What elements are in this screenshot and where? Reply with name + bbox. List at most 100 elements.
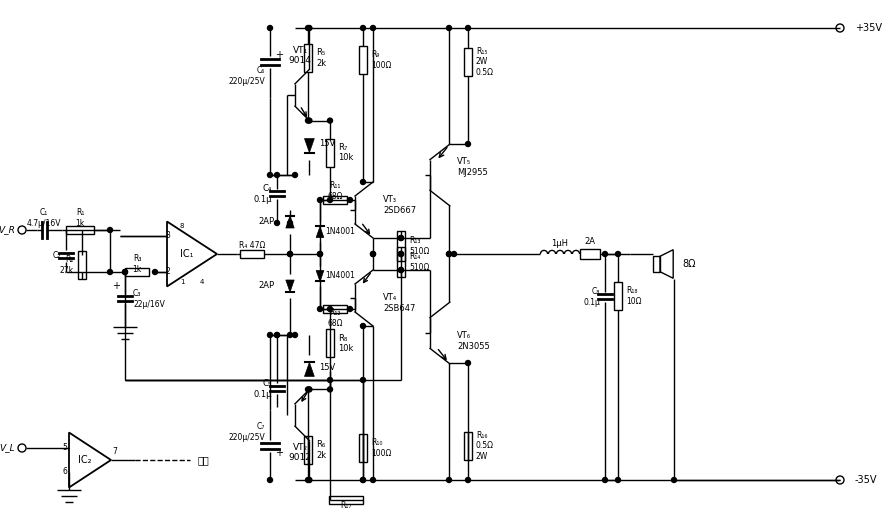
Text: R₄ 47Ω: R₄ 47Ω: [238, 241, 265, 249]
Circle shape: [328, 387, 333, 392]
Circle shape: [307, 118, 312, 123]
Circle shape: [348, 307, 352, 312]
Circle shape: [360, 179, 366, 184]
Circle shape: [398, 236, 404, 241]
Bar: [653, 257, 660, 272]
Circle shape: [307, 387, 312, 392]
Circle shape: [268, 333, 273, 337]
Bar: [397, 231, 405, 261]
Text: R₉
100Ω: R₉ 100Ω: [371, 50, 391, 69]
Circle shape: [398, 267, 404, 272]
Text: +: +: [275, 448, 283, 458]
Circle shape: [602, 251, 608, 257]
Text: VT₅
MJ2955: VT₅ MJ2955: [457, 157, 487, 177]
Text: 2AP: 2AP: [259, 282, 275, 290]
Bar: [580, 249, 600, 259]
Text: 5: 5: [62, 444, 67, 453]
Circle shape: [288, 251, 292, 257]
Text: R₈
10k: R₈ 10k: [338, 334, 353, 353]
Text: R₇
10k: R₇ 10k: [338, 143, 353, 162]
Text: R₆
2k: R₆ 2k: [316, 440, 326, 460]
Text: 同上: 同上: [198, 455, 210, 465]
Text: R₂
27k: R₂ 27k: [60, 256, 74, 275]
Bar: [78, 251, 86, 279]
Circle shape: [288, 221, 292, 225]
Circle shape: [318, 307, 322, 312]
Text: R₁₃
510Ω: R₁₃ 510Ω: [409, 236, 429, 256]
Text: 1N4001: 1N4001: [325, 227, 355, 237]
Bar: [125, 268, 149, 276]
Circle shape: [275, 221, 280, 225]
Circle shape: [398, 236, 404, 241]
Circle shape: [465, 477, 471, 482]
Text: C₆
220μ/25V: C₆ 220μ/25V: [228, 66, 265, 86]
Bar: [304, 44, 312, 72]
Circle shape: [153, 269, 157, 274]
Bar: [464, 48, 472, 76]
Circle shape: [275, 173, 280, 177]
Text: 7: 7: [112, 448, 117, 456]
Circle shape: [288, 251, 292, 257]
Text: C₂: C₂: [53, 251, 61, 261]
Text: C₈
0.1μ: C₈ 0.1μ: [583, 287, 600, 307]
Bar: [323, 196, 347, 204]
Circle shape: [306, 26, 311, 31]
Text: VT₆
2N3055: VT₆ 2N3055: [457, 331, 490, 351]
Text: VT₄
2SB647: VT₄ 2SB647: [383, 293, 415, 313]
Circle shape: [307, 477, 312, 482]
Circle shape: [447, 477, 451, 482]
Text: +: +: [275, 50, 283, 60]
Circle shape: [465, 360, 471, 365]
Circle shape: [318, 251, 322, 257]
Text: VT₂
9012: VT₂ 9012: [289, 443, 312, 462]
Bar: [66, 226, 94, 234]
Circle shape: [108, 269, 112, 274]
Circle shape: [123, 269, 127, 274]
Text: 15V: 15V: [320, 363, 336, 372]
Circle shape: [288, 333, 292, 337]
Circle shape: [108, 227, 112, 233]
Bar: [329, 496, 363, 504]
Circle shape: [328, 118, 333, 123]
Circle shape: [292, 173, 298, 177]
Text: V_L: V_L: [0, 444, 15, 453]
Polygon shape: [286, 280, 294, 292]
Circle shape: [360, 477, 366, 482]
Text: R₁₇
27k: R₁₇ 27k: [339, 501, 353, 511]
Circle shape: [371, 251, 375, 257]
Text: 6: 6: [62, 468, 67, 476]
Text: R₁₄
510Ω: R₁₄ 510Ω: [409, 252, 429, 272]
Circle shape: [615, 251, 621, 257]
Circle shape: [360, 378, 366, 383]
Text: +: +: [112, 281, 120, 291]
Text: C₃
22μ/16V: C₃ 22μ/16V: [133, 289, 165, 309]
Text: 1: 1: [180, 279, 185, 285]
Text: C₅
0.1μ: C₅ 0.1μ: [253, 379, 272, 399]
Circle shape: [371, 251, 375, 257]
Circle shape: [306, 387, 311, 392]
Text: 2: 2: [165, 267, 170, 276]
Bar: [614, 282, 622, 310]
Text: IC₁: IC₁: [180, 249, 193, 259]
Text: V_R: V_R: [0, 225, 15, 235]
Bar: [304, 436, 312, 464]
Circle shape: [318, 251, 322, 257]
Text: R₁₈
10Ω: R₁₈ 10Ω: [626, 286, 642, 306]
Polygon shape: [305, 138, 314, 153]
Text: R₃
1k: R₃ 1k: [132, 254, 141, 274]
Polygon shape: [316, 270, 324, 282]
Circle shape: [328, 307, 333, 312]
Text: -35V: -35V: [855, 475, 878, 485]
Circle shape: [447, 251, 451, 257]
Bar: [359, 434, 367, 462]
Text: VT₁
9014: VT₁ 9014: [289, 46, 312, 65]
Circle shape: [318, 197, 322, 202]
Text: R₁₆
0.5Ω
2W: R₁₆ 0.5Ω 2W: [476, 431, 494, 461]
Polygon shape: [316, 226, 324, 238]
Text: 3: 3: [165, 231, 170, 241]
Text: R₅
2k: R₅ 2k: [316, 49, 326, 67]
Circle shape: [465, 142, 471, 147]
Circle shape: [671, 477, 676, 482]
Text: 4: 4: [200, 279, 204, 285]
Circle shape: [268, 477, 273, 482]
